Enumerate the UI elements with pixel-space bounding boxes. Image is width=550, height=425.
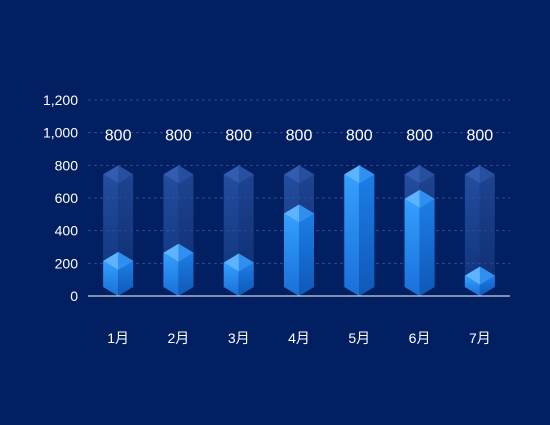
value-bar-left-face bbox=[223, 262, 239, 296]
value-bar-left-face bbox=[344, 174, 360, 296]
y-tick-label: 400 bbox=[55, 223, 79, 239]
background-value-label: 800 bbox=[165, 127, 192, 144]
value-bar-cap-shade bbox=[299, 204, 314, 223]
background-bar-cap-shade bbox=[178, 165, 194, 184]
value-bar bbox=[344, 165, 375, 296]
background-value-label: 800 bbox=[105, 127, 132, 144]
background-bar-cap-shade bbox=[419, 165, 435, 184]
background-bar-cap-shade bbox=[238, 165, 254, 184]
value-bar-cap-shade bbox=[479, 266, 495, 285]
value-bar-left-face bbox=[103, 260, 119, 296]
background-bar-left-face bbox=[464, 174, 480, 296]
background-value-label: 800 bbox=[406, 127, 433, 144]
value-bar-left-face bbox=[464, 275, 480, 296]
x-tick-label: 6月 bbox=[409, 330, 431, 346]
y-tick-label: 1,200 bbox=[43, 92, 78, 108]
value-bar-cap-shade bbox=[359, 165, 375, 184]
value-bar bbox=[223, 253, 254, 296]
value-bar-left-face bbox=[163, 252, 179, 296]
value-bar bbox=[163, 243, 194, 296]
x-tick-label: 1月 bbox=[107, 330, 129, 346]
value-bar-cap-shade bbox=[238, 253, 254, 272]
x-tick-label: 5月 bbox=[348, 330, 370, 346]
value-bar-right-face bbox=[299, 213, 314, 296]
background-bar bbox=[464, 165, 495, 296]
value-bar-cap-shade bbox=[178, 243, 194, 262]
background-value-label: 800 bbox=[346, 127, 373, 144]
background-value-label: 800 bbox=[467, 127, 494, 144]
background-bar-cap-shade bbox=[299, 165, 314, 184]
y-tick-label: 800 bbox=[55, 157, 79, 173]
y-tick-label: 600 bbox=[55, 190, 79, 206]
value-bar bbox=[103, 251, 134, 296]
x-tick-label: 4月 bbox=[288, 330, 310, 346]
value-bar-right-face bbox=[178, 252, 194, 296]
value-bar-right-face bbox=[419, 198, 435, 296]
value-bar-left-face bbox=[404, 198, 420, 296]
x-tick-label: 7月 bbox=[469, 330, 491, 346]
y-tick-label: 1,000 bbox=[43, 125, 78, 141]
value-bar-right-face bbox=[118, 260, 134, 296]
value-bar-left-face bbox=[284, 213, 299, 296]
y-tick-label: 0 bbox=[70, 288, 78, 304]
value-bar bbox=[404, 189, 435, 296]
background-bar-right-face bbox=[479, 174, 495, 296]
x-tick-label: 2月 bbox=[168, 330, 190, 346]
value-bar-right-face bbox=[359, 174, 375, 296]
value-bar bbox=[464, 266, 495, 296]
background-bar-cap-shade bbox=[118, 165, 134, 184]
value-bar-right-face bbox=[479, 275, 495, 296]
background-value-label: 800 bbox=[225, 127, 252, 144]
value-bar-cap-shade bbox=[118, 251, 134, 270]
x-tick-label: 3月 bbox=[228, 330, 250, 346]
value-bar bbox=[284, 204, 314, 296]
value-bar-right-face bbox=[238, 262, 254, 296]
background-value-label: 800 bbox=[286, 127, 313, 144]
background-bar-cap-shade bbox=[479, 165, 495, 184]
y-tick-label: 200 bbox=[55, 255, 79, 271]
value-bar-cap-shade bbox=[419, 189, 435, 208]
